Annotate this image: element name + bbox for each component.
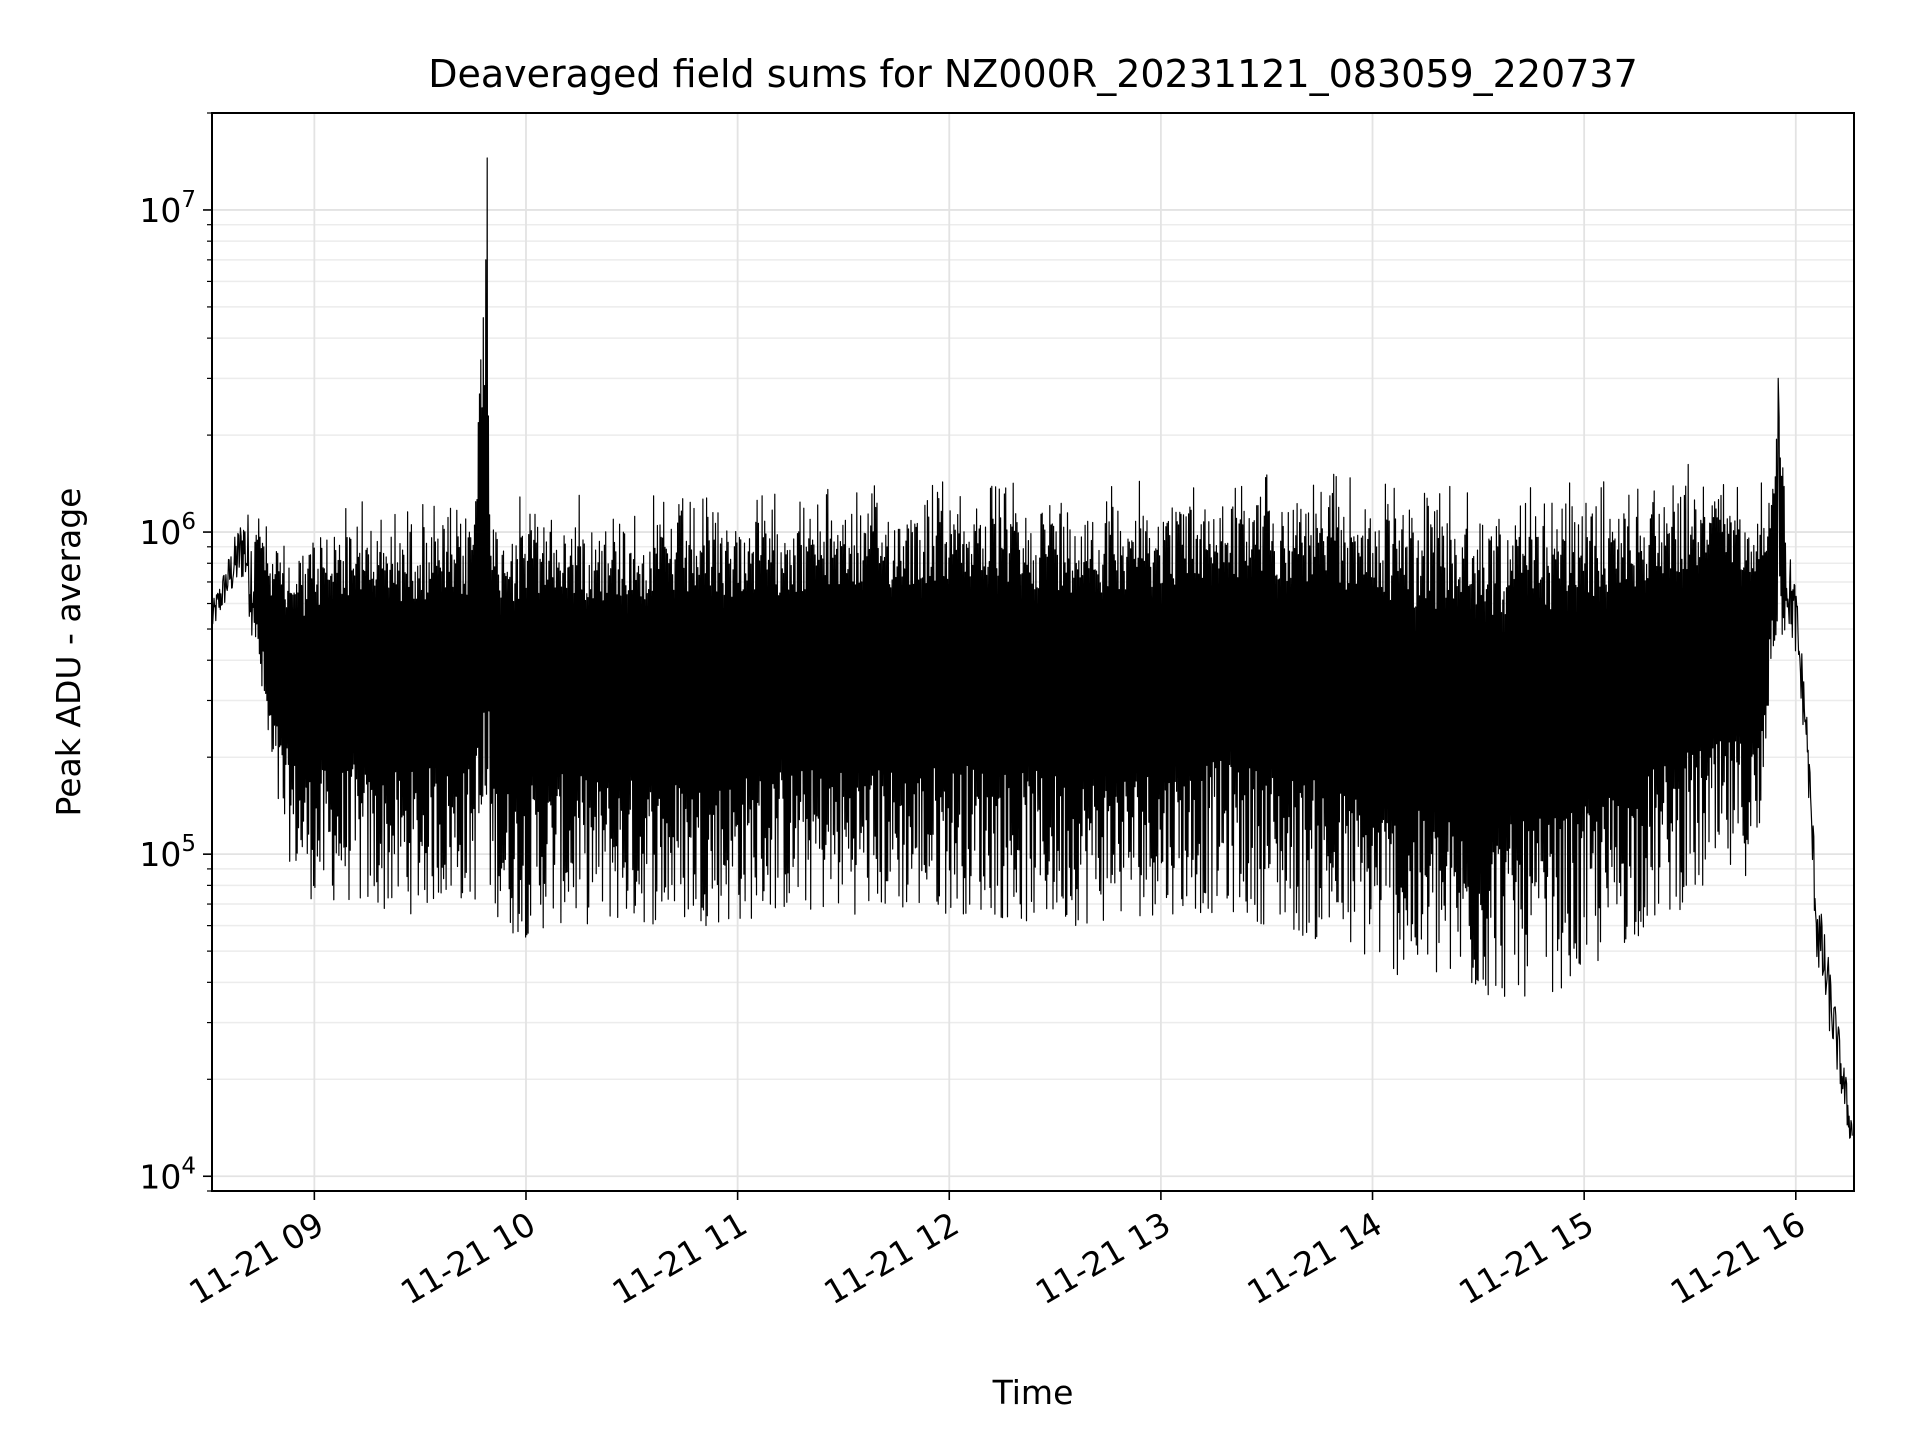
series-line: [211, 157, 1853, 1139]
plot-frame: [211, 112, 1855, 1192]
x-axis-label: Time: [992, 1373, 1074, 1412]
y-tick-label: 105: [139, 831, 196, 874]
chart-title: Deaveraged field sums for NZ000R_2023112…: [428, 52, 1638, 96]
y-axis-label: Peak ADU - average: [49, 488, 88, 817]
y-tick-label: 107: [139, 187, 196, 230]
y-tick-label: 106: [139, 509, 196, 552]
y-axis: 104 105 106 107: [139, 112, 212, 1196]
plot-area: [211, 157, 1853, 1139]
y-tick-label: 104: [139, 1153, 196, 1196]
